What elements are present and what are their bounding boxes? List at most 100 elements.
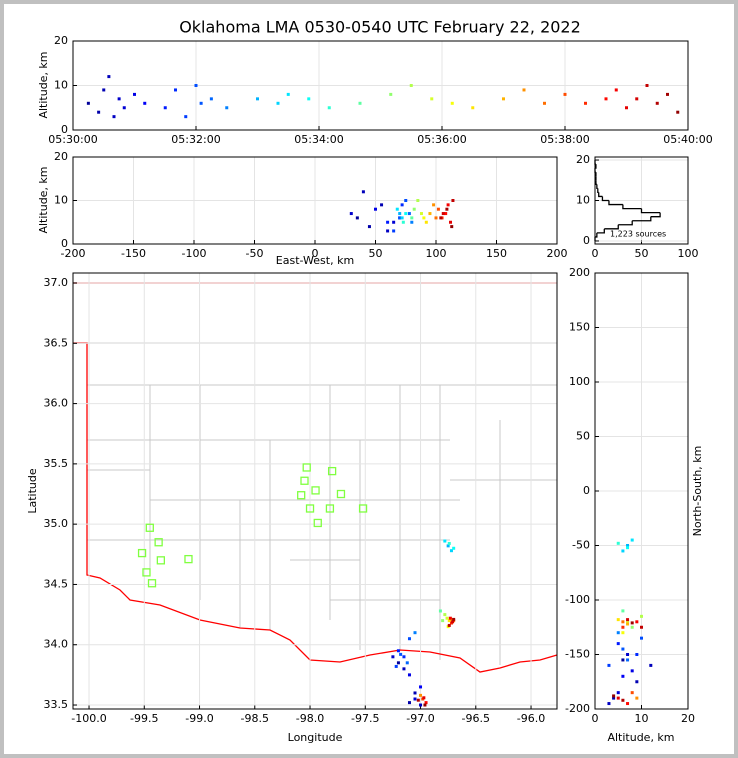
- source-point: [640, 636, 643, 640]
- source-point: [399, 652, 403, 656]
- source-point: [404, 212, 408, 216]
- x-tick-label: 05:34:00: [294, 133, 343, 146]
- source-point: [143, 101, 147, 105]
- source-point: [209, 97, 213, 101]
- y-tick-label: 150: [569, 321, 590, 334]
- source-point: [502, 97, 505, 101]
- y-tick-label: 34.0: [44, 638, 69, 651]
- x-tick-label: 05:30:00: [48, 133, 97, 146]
- source-point: [389, 92, 393, 96]
- x-axis-label: Longitude: [288, 731, 343, 744]
- y-axis-label: Altitude, km: [37, 166, 50, 233]
- y-tick-label: 10: [54, 79, 68, 92]
- source-point: [401, 220, 405, 224]
- y-tick-label: 20: [54, 150, 68, 163]
- source-point: [621, 658, 625, 662]
- x-tick-label: 0: [592, 247, 599, 260]
- source-point: [447, 623, 451, 627]
- source-point: [676, 110, 680, 114]
- source-point: [424, 220, 428, 224]
- source-point: [133, 92, 136, 96]
- station: [154, 538, 163, 547]
- source-point: [630, 621, 634, 625]
- source-point: [184, 115, 188, 119]
- source-point: [626, 622, 630, 626]
- source-point: [630, 691, 634, 695]
- source-point: [225, 106, 229, 110]
- histogram-bin: [601, 196, 609, 202]
- source-point: [407, 673, 411, 677]
- source-point: [410, 220, 414, 224]
- source-point: [174, 88, 177, 92]
- y-tick-label: 20: [576, 153, 590, 166]
- histogram-bin: [597, 188, 599, 194]
- annotation: 1,223 sources: [610, 230, 666, 239]
- y-tick-label: 10: [576, 194, 590, 207]
- x-tick-label: -98.0: [296, 712, 324, 725]
- source-point: [367, 225, 371, 229]
- source-point: [286, 92, 290, 96]
- source-point: [122, 106, 126, 110]
- source-point: [584, 101, 587, 105]
- source-point: [635, 696, 639, 700]
- y-tick-label: 35.5: [44, 457, 69, 470]
- station: [327, 466, 337, 476]
- source-point: [434, 216, 438, 220]
- y-tick-label: 10: [54, 194, 68, 207]
- source-point: [451, 620, 455, 624]
- source-point: [621, 609, 625, 613]
- source-point: [423, 703, 427, 707]
- x-axis-label: Altitude, km: [607, 731, 674, 744]
- source-point: [446, 544, 450, 548]
- station: [184, 554, 193, 564]
- source-point: [410, 216, 414, 220]
- source-point: [392, 229, 396, 233]
- source-point: [626, 544, 630, 547]
- source-point: [402, 655, 406, 659]
- source-point: [407, 212, 411, 216]
- histogram-bin: [632, 216, 652, 222]
- source-point: [626, 620, 630, 624]
- station: [313, 518, 322, 528]
- source-point: [412, 207, 416, 211]
- y-tick-label: 37.0: [44, 276, 69, 289]
- source-point: [276, 101, 280, 105]
- source-point: [163, 106, 167, 110]
- source-point: [635, 620, 639, 624]
- source-point: [604, 97, 608, 101]
- source-point: [630, 669, 634, 673]
- y-tick-label: 0: [583, 234, 590, 247]
- source-point: [630, 538, 634, 542]
- station: [358, 504, 368, 513]
- y-tick-label: 34.5: [44, 577, 69, 590]
- source-point: [404, 199, 408, 202]
- source-point: [630, 625, 634, 629]
- chart-title: Oklahoma LMA 0530-0540 UTC February 22, …: [179, 18, 581, 37]
- source-point: [452, 617, 456, 621]
- x-tick-label: -50: [246, 247, 264, 260]
- x-tick-label: 20: [681, 712, 695, 725]
- source-point: [452, 546, 456, 550]
- station: [300, 476, 309, 485]
- source-point: [419, 685, 423, 689]
- source-point: [444, 212, 448, 216]
- y-tick-label: 36.0: [44, 397, 69, 410]
- source-point: [419, 703, 423, 707]
- source-point: [635, 653, 639, 656]
- plot-frame: [72, 272, 558, 710]
- source-point: [543, 101, 546, 105]
- x-tick-label: 0: [312, 247, 319, 260]
- source-point: [626, 658, 630, 662]
- station: [325, 504, 335, 513]
- y-tick-label: 35.0: [44, 517, 69, 530]
- source-point: [438, 609, 442, 613]
- source-point: [199, 101, 203, 105]
- source-point: [419, 212, 423, 216]
- source-point: [626, 618, 630, 622]
- source-point: [416, 698, 420, 702]
- x-tick-label: 50: [635, 247, 649, 260]
- source-point: [621, 625, 625, 629]
- station: [297, 491, 306, 500]
- x-tick-label: 05:32:00: [171, 133, 220, 146]
